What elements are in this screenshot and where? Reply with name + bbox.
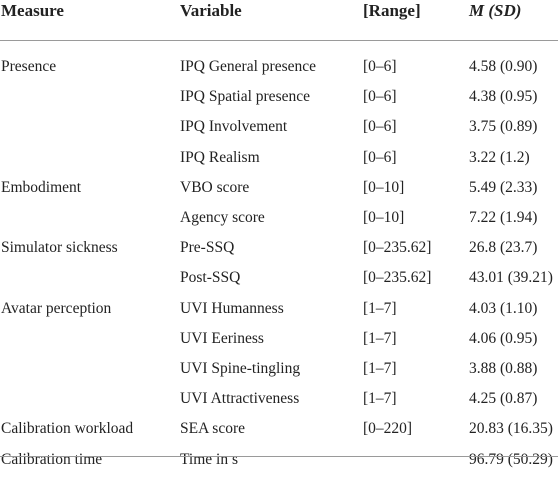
cell-m-sd: 3.75 (0.89) (469, 118, 538, 135)
cell-m-sd: 4.06 (0.95) (469, 330, 538, 347)
cell-variable: Agency score (180, 209, 265, 226)
cell-m-sd: 4.38 (0.95) (469, 88, 538, 105)
cell-range: [0–6] (363, 118, 397, 135)
cell-m-sd: 4.58 (0.90) (469, 58, 538, 75)
cell-range: [1–7] (363, 330, 397, 347)
header-measure: Measure (1, 1, 64, 20)
cell-variable: UVI Humanness (180, 300, 284, 317)
cell-m-sd: 5.49 (2.33) (469, 179, 538, 196)
cell-measure: Embodiment (1, 179, 82, 196)
cell-range: [1–7] (363, 390, 397, 407)
cell-variable: IPQ Realism (180, 149, 260, 166)
cell-range: [0–6] (363, 149, 397, 166)
cell-measure: Avatar perception (1, 300, 112, 317)
cell-variable: IPQ Involvement (180, 118, 288, 135)
cell-measure: Calibration workload (1, 420, 134, 437)
cell-m-sd: 7.22 (1.94) (469, 209, 538, 226)
cell-variable: UVI Spine-tingling (180, 360, 301, 377)
table-bottom-rule (0, 456, 558, 457)
cell-m-sd: 26.8 (23.7) (469, 239, 538, 256)
cell-variable: Post-SSQ (180, 269, 241, 286)
cell-measure: Presence (1, 58, 57, 75)
cell-range: [0–235.62] (363, 239, 432, 256)
cell-m-sd: 4.03 (1.10) (469, 300, 538, 317)
cell-range: [1–7] (363, 300, 397, 317)
cell-range: [0–10] (363, 209, 405, 226)
header-range: [Range] (363, 1, 421, 20)
header-divider (0, 40, 558, 41)
cell-range: [0–220] (363, 420, 413, 437)
cell-m-sd: 20.83 (16.35) (469, 420, 553, 437)
cell-range: [0–6] (363, 88, 397, 105)
cell-variable: UVI Eeriness (180, 330, 264, 347)
cell-m-sd: 3.22 (1.2) (469, 149, 530, 166)
table-header: Measure Variable [Range] M (SD) (0, 0, 558, 40)
cell-measure: Calibration time (1, 451, 103, 468)
cell-range: [0–235.62] (363, 269, 432, 286)
cell-variable: Pre-SSQ (180, 239, 235, 256)
cell-variable: Time in s (180, 451, 239, 468)
cell-range: [0–10] (363, 179, 405, 196)
cell-variable: UVI Attractiveness (180, 390, 300, 407)
cell-variable: IPQ General presence (180, 58, 316, 75)
cell-variable: SEA score (180, 420, 246, 437)
header-m-sd: M (SD) (469, 1, 522, 20)
cell-m-sd: 3.88 (0.88) (469, 360, 538, 377)
cell-m-sd: 96.79 (50.29) (469, 451, 553, 468)
cell-measure: Simulator sickness (1, 239, 118, 256)
cell-variable: VBO score (180, 179, 250, 196)
cell-m-sd: 4.25 (0.87) (469, 390, 538, 407)
cell-range: [1–7] (363, 360, 397, 377)
cell-range: [0–6] (363, 58, 397, 75)
cell-variable: IPQ Spatial presence (180, 88, 310, 105)
header-variable: Variable (180, 1, 242, 20)
cell-m-sd: 43.01 (39.21) (469, 269, 553, 286)
